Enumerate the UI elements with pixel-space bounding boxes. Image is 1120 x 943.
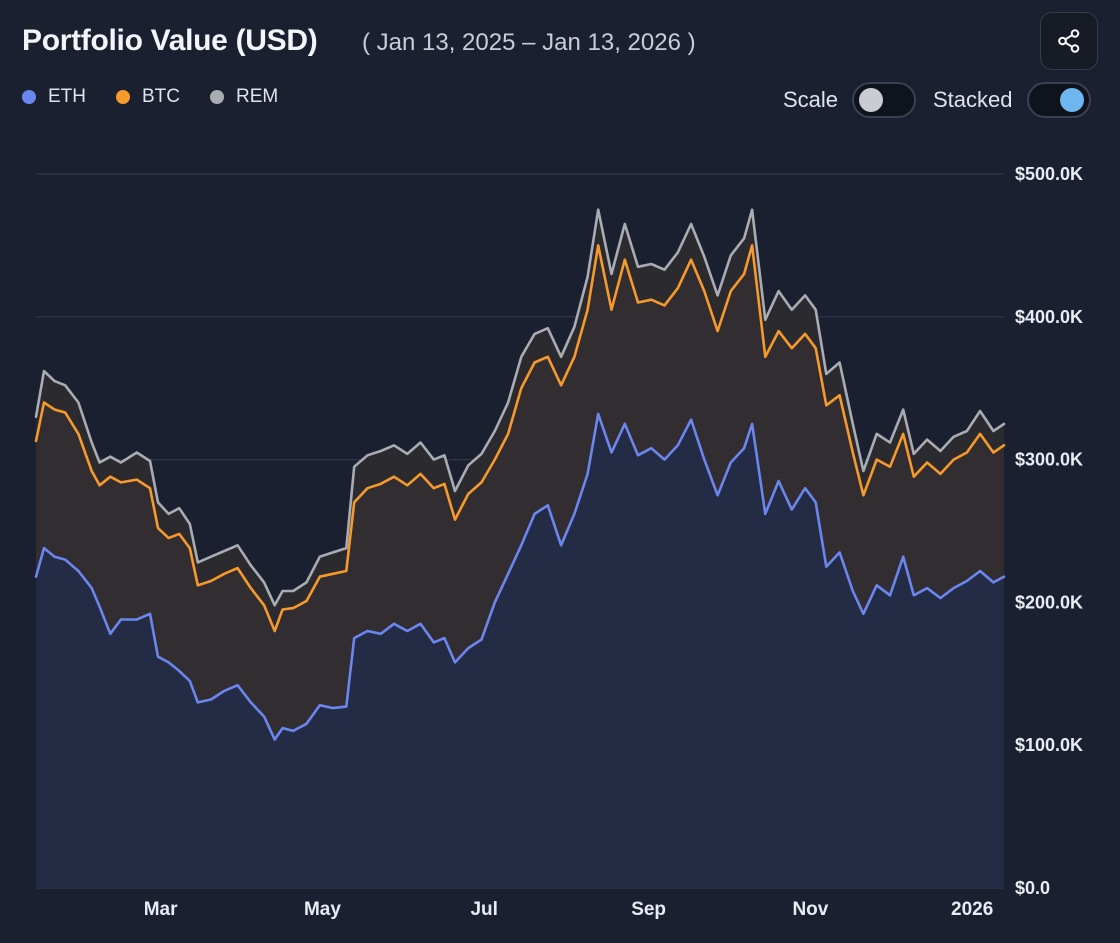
share-icon	[1058, 29, 1080, 53]
stacked-toggle-label: Stacked	[933, 87, 1013, 112]
legend-item-rem[interactable]: REM	[210, 86, 278, 108]
stacked-toggle-group: Stacked	[933, 82, 1091, 118]
legend-label-btc: BTC	[142, 86, 180, 107]
line-eth[interactable]	[34, 412, 1006, 741]
area-rem	[36, 209, 1004, 631]
chart-legend: ETH BTC REM	[22, 86, 278, 108]
stacked-toggle[interactable]	[1026, 82, 1091, 118]
legend-swatch-rem	[210, 90, 224, 104]
y-axis-ticks: $0.0 $100.0K $200.0K $300.0K $400.0K $500.0K	[1015, 164, 1083, 898]
stacked-toggle-knob	[1059, 88, 1084, 112]
share-button[interactable]	[1040, 12, 1098, 70]
series-lines	[34, 208, 1006, 741]
scale-toggle[interactable]	[852, 82, 917, 118]
y-tick-label: $0.0	[1015, 878, 1050, 898]
legend-item-btc[interactable]: BTC	[116, 86, 180, 108]
x-tick-label: Sep	[631, 899, 666, 920]
x-tick-label: Jul	[470, 899, 497, 920]
x-tick-label: 2026	[951, 899, 993, 920]
legend-swatch-eth	[22, 90, 36, 104]
area-eth	[36, 413, 1004, 888]
legend-label-rem: REM	[236, 86, 279, 107]
legend-swatch-btc	[116, 90, 130, 104]
y-tick-label: $300.0K	[1015, 450, 1083, 470]
x-tick-label: Nov	[792, 899, 828, 920]
legend-label-eth: ETH	[48, 86, 86, 107]
legend-item-eth[interactable]: ETH	[22, 86, 86, 108]
x-tick-label: Mar	[144, 899, 178, 920]
y-tick-label: $500.0K	[1015, 164, 1083, 184]
line-btc[interactable]	[34, 244, 1006, 633]
scale-toggle-knob	[859, 88, 884, 112]
date-range-label: ( Jan 13, 2025 – Jan 13, 2026 )	[362, 29, 696, 56]
line-rem[interactable]	[34, 208, 1006, 607]
x-tick-label: May	[304, 899, 341, 920]
series-areas	[36, 209, 1004, 888]
y-tick-label: $100.0K	[1015, 735, 1083, 755]
y-tick-label: $400.0K	[1015, 307, 1083, 327]
scale-toggle-label: Scale	[783, 87, 839, 112]
x-axis-ticks: Mar May Jul Sep Nov 2026	[144, 899, 994, 920]
scale-toggle-group: Scale	[783, 82, 917, 118]
y-tick-label: $200.0K	[1015, 592, 1083, 612]
chart-title: Portfolio Value (USD)	[22, 24, 318, 57]
area-btc	[36, 245, 1004, 740]
